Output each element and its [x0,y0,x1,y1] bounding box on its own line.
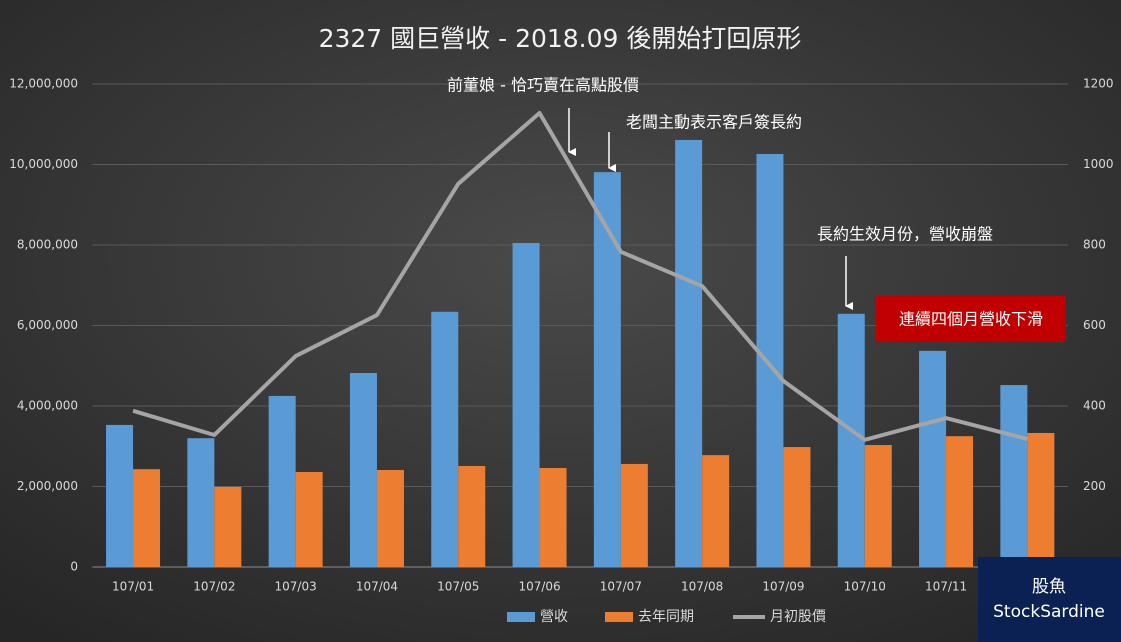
y-tick-label: 2,000,000 [17,479,78,493]
bar [702,455,730,567]
y2-tick-label: 400 [1083,399,1106,413]
x-tick-label: 107/07 [600,580,642,594]
legend-label: 去年同期 [638,609,694,625]
y2-tick-label: 800 [1083,238,1106,252]
x-tick-label: 107/03 [275,580,317,594]
bar [349,372,377,567]
y-tick-label: 6,000,000 [17,318,78,332]
annotation: 連續四個月營收下滑 [899,310,1043,329]
bar [458,465,486,567]
y2-tick-label: 1200 [1083,77,1114,91]
logo-brand: StockSardine [993,602,1105,622]
bar [946,436,974,567]
logo-name: 股魚 [1032,577,1066,597]
y-tick-label: 0 [70,560,78,574]
callout-box [876,296,1066,342]
annotation: 前董娘 - 恰巧賣在高點股價 [447,76,639,95]
bar [620,463,648,567]
x-tick-label: 107/01 [112,580,154,594]
chart-title: 2327 國巨營收 - 2018.09 後開始打回原形 [319,24,802,53]
bar [837,313,865,567]
x-tick-label: 107/06 [518,580,560,594]
legend-swatch [605,612,633,622]
bar [864,445,892,567]
y2-tick-label: 200 [1083,479,1106,493]
line [132,110,1028,442]
bar [593,172,621,567]
x-tick-label: 107/09 [762,580,804,594]
bar [1000,385,1028,567]
y-tick-label: 12,000,000 [9,77,78,91]
annotation: 長約生效月份，營收崩盤 [817,225,993,244]
bar [512,242,540,568]
bar [376,469,404,567]
bar [919,350,947,567]
y2-tick-label: 1000 [1083,157,1114,171]
bar [1027,432,1055,567]
bar [675,139,703,567]
bar [295,472,323,567]
bar [106,424,134,567]
x-tick-label: 107/02 [193,580,235,594]
y-tick-label: 10,000,000 [9,157,78,171]
bar [783,447,811,567]
x-tick-label: 107/04 [356,580,398,594]
bar [539,467,567,567]
x-tick-label: 107/08 [681,580,723,594]
logo-box [978,557,1121,642]
y-tick-label: 4,000,000 [17,399,78,413]
legend-label: 營收 [540,609,568,625]
x-tick-label: 107/11 [925,580,967,594]
bar [133,469,161,567]
bar [431,311,459,567]
plot: 0 2,000,000 4,000,000 6,000,000 8,000,000 10,… [9,77,1113,626]
bar [187,438,215,567]
y-tick-label: 8,000,000 [17,238,78,252]
legend-swatch [507,612,535,622]
x-tick-label: 107/05 [437,580,479,594]
y2-tick-label: 600 [1083,318,1106,332]
bar [214,486,242,567]
bar [756,154,784,567]
bar [268,395,296,567]
annotation: 老闆主動表示客戶簽長約 [626,113,802,132]
legend-label: 月初股價 [770,608,826,625]
x-tick-label: 107/10 [844,580,886,594]
